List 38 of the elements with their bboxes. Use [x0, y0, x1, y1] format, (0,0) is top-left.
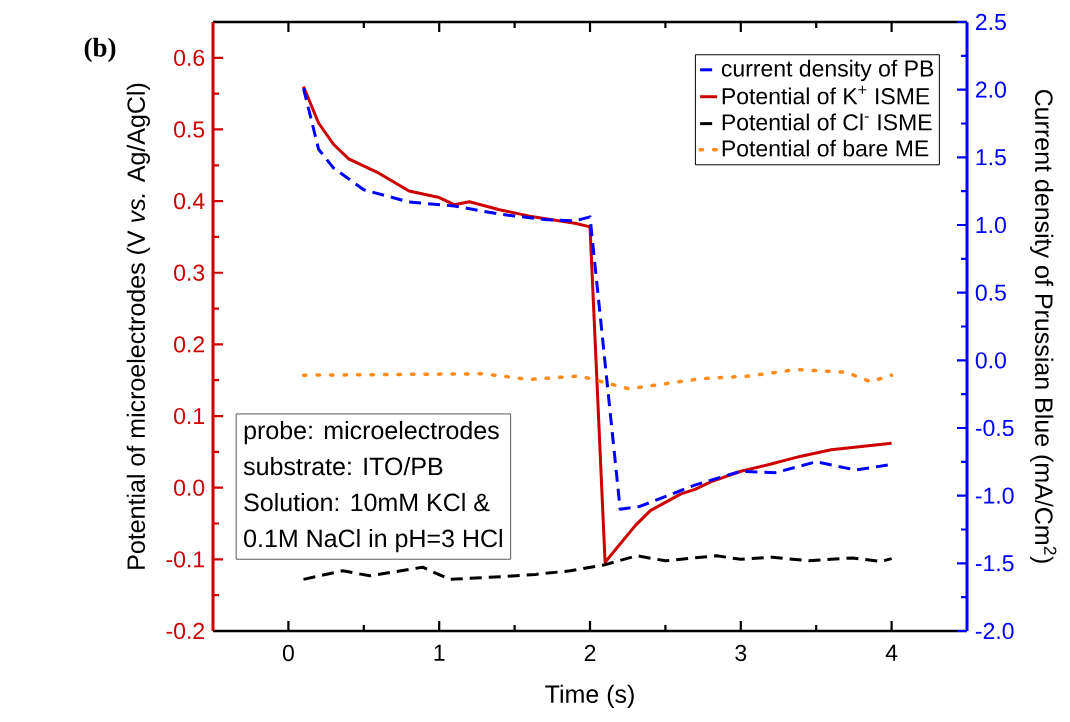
- y2-tick-label: -1.5: [975, 555, 1014, 572]
- text: (b): [84, 37, 116, 63]
- y2-axis-title: Current density of Prussian Blue (mA/Cm$^{2}$): [1030, 89, 1057, 563]
- y-tick-label: 0.3: [174, 264, 205, 281]
- annotation: 0.1M NaCl in pH=3 HCl: [244, 528, 502, 553]
- y-tick-label: 0.5: [174, 121, 205, 138]
- y-tick-label: 0.2: [174, 336, 204, 353]
- x-tick-label: 3: [735, 644, 747, 662]
- legend-label: Potential of Cl$^{-}$ ISME: [722, 113, 932, 131]
- y-tick-label: 0.0: [174, 479, 205, 496]
- x-tick-label: 2: [584, 644, 596, 661]
- legend-label: current density of PB: [721, 59, 934, 82]
- annotation: probe: microelectrodes: [244, 420, 499, 445]
- legend-label: Potential of bare ME: [722, 139, 929, 157]
- y2-tick-label: -2.0: [975, 622, 1014, 640]
- annotation: Solution: 10mM KCl &: [244, 492, 490, 512]
- y2-tick-label: 0.5: [975, 284, 1006, 301]
- y-tick-label: -0.1: [166, 551, 205, 568]
- x-tick-label: 4: [885, 644, 898, 661]
- y2-tick-label: 1.5: [976, 149, 1006, 166]
- y2-tick-label: -0.5: [975, 419, 1014, 437]
- y-tick-label: 0.6: [174, 49, 205, 66]
- y2-tick-label: 2.5: [976, 13, 1006, 31]
- y-tick-label: -0.2: [166, 622, 204, 640]
- y-tick-label: 0.4: [174, 192, 205, 210]
- line-series: [301, 554, 894, 581]
- x-tick-label: 1: [434, 644, 445, 661]
- y-axis-title: Potential of microelectrodes (V vs. Ag/AgCl): [126, 83, 150, 569]
- y2-tick-label: 1.0: [976, 216, 1006, 234]
- line-series: [301, 367, 894, 391]
- y2-tick-label: 2.0: [976, 81, 1006, 98]
- y2-tick-label: 0.0: [975, 352, 1006, 369]
- x-axis-title: Time (s): [545, 684, 634, 708]
- x-tick-label: 0: [282, 644, 294, 662]
- annotation: substrate: ITO/PB: [243, 456, 443, 476]
- y-tick-label: 0.1: [174, 407, 205, 425]
- y2-tick-label: -1.0: [975, 487, 1014, 504]
- legend-label: Potential of K$^{+}$ ISME: [722, 85, 930, 105]
